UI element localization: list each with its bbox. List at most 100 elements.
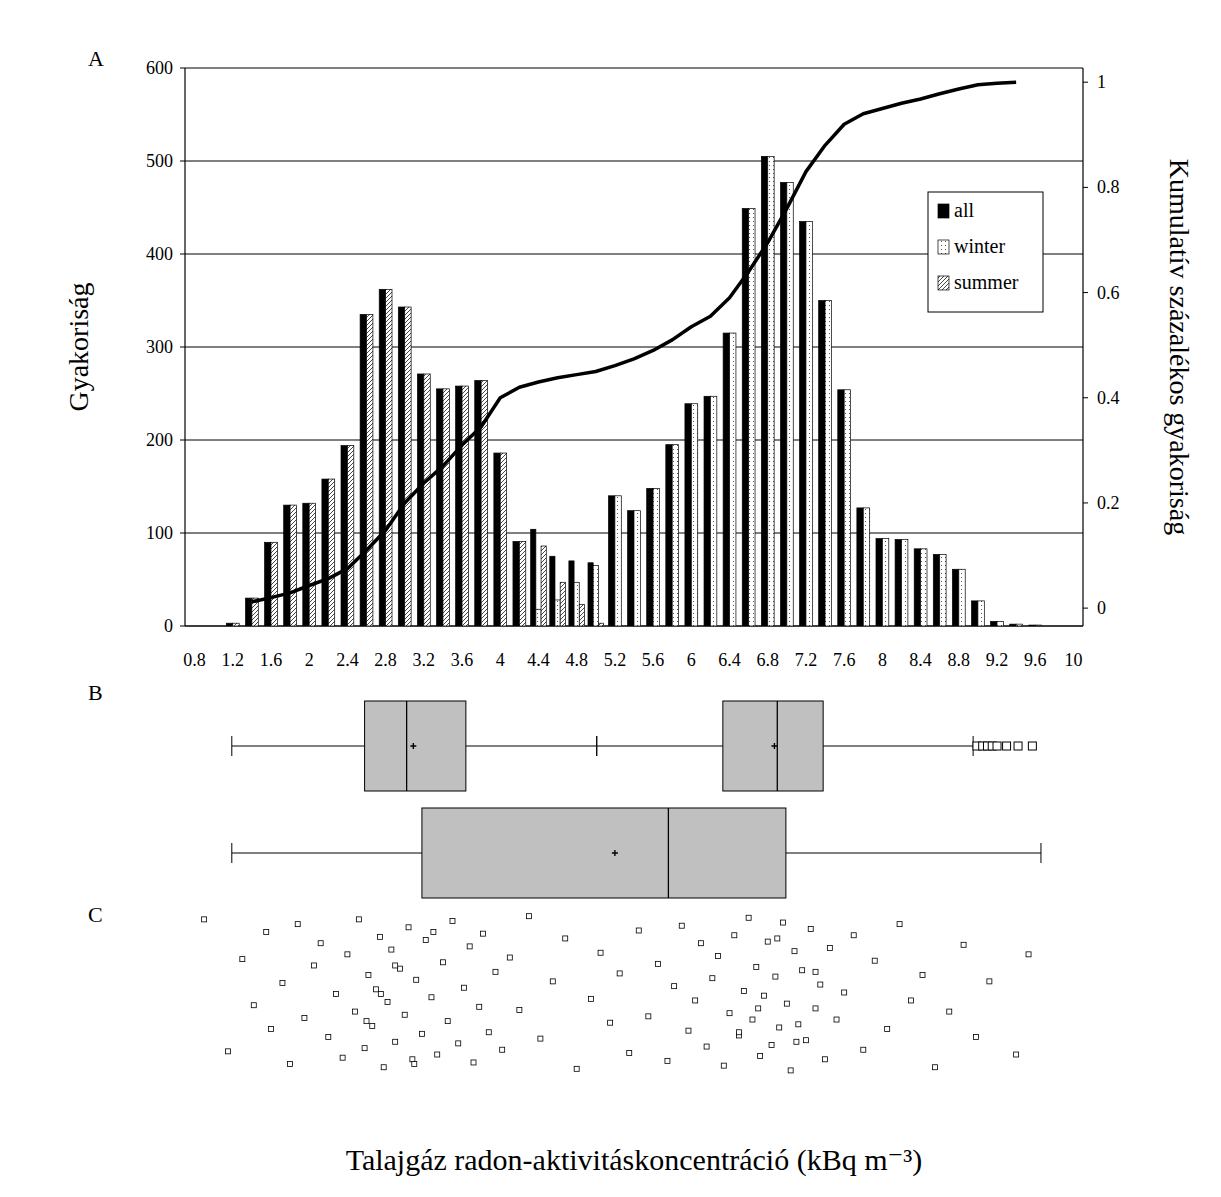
point xyxy=(765,939,770,944)
outlier xyxy=(1014,742,1022,750)
x-tick-label: 2.8 xyxy=(374,650,397,670)
bar xyxy=(959,569,965,626)
tick xyxy=(180,347,185,348)
bar xyxy=(569,561,574,626)
bar xyxy=(536,609,541,626)
point xyxy=(784,1001,789,1006)
y-tick-label: 500 xyxy=(146,151,173,171)
bar xyxy=(386,289,392,626)
grid-line xyxy=(185,440,1083,441)
bar xyxy=(1070,626,1076,627)
point xyxy=(608,1020,613,1025)
point xyxy=(318,941,323,946)
bar xyxy=(379,289,385,626)
bar xyxy=(768,156,774,626)
bar xyxy=(765,626,771,627)
bar xyxy=(972,601,978,626)
bar xyxy=(1070,626,1076,627)
point xyxy=(761,993,766,998)
point xyxy=(264,930,269,935)
point xyxy=(800,968,805,973)
bar xyxy=(822,626,828,627)
point xyxy=(655,961,660,966)
point xyxy=(872,958,877,963)
bar xyxy=(555,600,560,626)
point xyxy=(435,1052,440,1057)
x-tick-label: 6 xyxy=(687,650,696,670)
bar xyxy=(994,626,1000,627)
bar xyxy=(857,508,863,626)
y2-tick-label: 0.4 xyxy=(1097,388,1120,408)
bar xyxy=(991,621,997,626)
bar xyxy=(341,446,347,626)
point xyxy=(345,952,350,957)
x-tick-label: 10 xyxy=(1064,650,1082,670)
point xyxy=(813,1006,818,1011)
bar xyxy=(901,540,907,626)
bar xyxy=(895,540,901,626)
y-axis-title: Gyakoriság xyxy=(63,282,94,411)
bar xyxy=(328,479,334,626)
point xyxy=(481,931,486,936)
whisker-cap xyxy=(596,736,597,756)
y2-tick-label: 0.6 xyxy=(1097,283,1120,303)
tick xyxy=(180,533,185,534)
point xyxy=(646,1014,651,1019)
bar xyxy=(745,626,751,627)
bar xyxy=(669,626,675,627)
point xyxy=(302,1015,307,1020)
bar xyxy=(290,505,296,626)
point xyxy=(773,974,778,979)
legend-label: summer xyxy=(954,271,1019,293)
bar xyxy=(730,333,736,626)
grid-line xyxy=(185,347,1083,348)
point xyxy=(393,963,398,968)
tick xyxy=(180,626,185,627)
point xyxy=(280,980,285,985)
point xyxy=(402,1012,407,1017)
bar xyxy=(615,496,621,626)
point xyxy=(423,938,428,943)
bar xyxy=(598,623,603,626)
bar xyxy=(914,549,920,626)
y-tick-label: 0 xyxy=(164,616,173,636)
point xyxy=(397,966,402,971)
point xyxy=(414,977,419,982)
point xyxy=(909,998,914,1003)
bar xyxy=(723,333,729,626)
whisker xyxy=(786,853,1041,854)
tick xyxy=(1083,397,1088,398)
point xyxy=(598,950,603,955)
point xyxy=(507,955,512,960)
point xyxy=(526,914,531,919)
bar xyxy=(531,529,536,626)
point xyxy=(777,1025,782,1030)
whisker xyxy=(823,746,973,747)
point xyxy=(974,1035,979,1040)
bar xyxy=(806,221,812,626)
point xyxy=(202,917,207,922)
bar xyxy=(1051,626,1057,627)
bar xyxy=(1013,626,1019,627)
point xyxy=(756,1006,761,1011)
point xyxy=(251,1003,256,1008)
point xyxy=(627,1050,632,1055)
bar xyxy=(1051,626,1057,627)
bar xyxy=(519,541,525,626)
bar xyxy=(574,582,579,626)
point xyxy=(636,928,641,933)
bar xyxy=(956,626,962,627)
x-tick-label: 7.6 xyxy=(833,650,856,670)
bar xyxy=(631,626,637,627)
box xyxy=(365,701,466,791)
bar xyxy=(226,623,232,626)
tick xyxy=(1083,187,1088,188)
bar xyxy=(608,496,614,626)
x-tick-label: 5.2 xyxy=(604,650,627,670)
y2-tick-label: 0.8 xyxy=(1097,177,1120,197)
figure: A010020030040050060000.20.40.60.810.81.2… xyxy=(0,0,1221,1197)
legend-label: winter xyxy=(954,235,1005,257)
bar xyxy=(417,374,423,626)
point xyxy=(500,1047,505,1052)
panel-label: B xyxy=(88,680,103,705)
